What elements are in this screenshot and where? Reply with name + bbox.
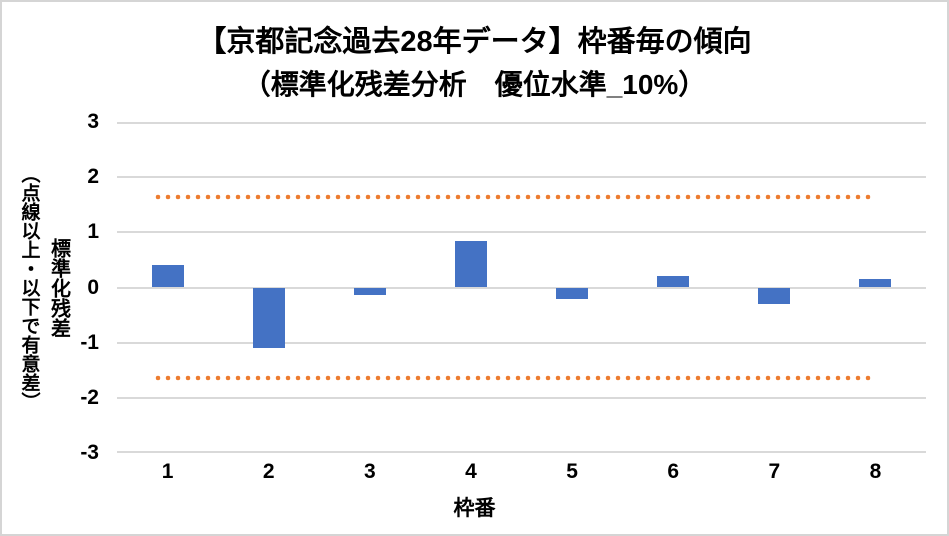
chart-subtitle: （標準化残差分析 優位水準_10%） [242, 69, 707, 100]
bar [758, 287, 791, 305]
gridline [117, 341, 926, 344]
y-axis-note: （点線以上・以下で有意差） [18, 164, 40, 411]
x-tick-label: 3 [363, 460, 376, 483]
x-tick-label: 6 [667, 460, 680, 483]
bar [859, 279, 892, 288]
x-tick-label: 8 [869, 460, 882, 483]
bar [556, 287, 589, 299]
y-tick-label: 3 [87, 110, 99, 133]
x-tick-label: 1 [161, 460, 174, 483]
x-axis-title: 枠番 [453, 497, 496, 520]
y-tick-label: 2 [87, 165, 99, 189]
y-tick-label: 0 [87, 275, 99, 299]
threshold-line [153, 374, 871, 381]
x-tick-label: 2 [262, 460, 275, 483]
gridline [117, 122, 926, 124]
bar [353, 287, 386, 295]
chart-title: 【京都記念過去28年データ】枠番毎の傾向 [197, 26, 752, 58]
y-tick-label: -3 [80, 441, 99, 464]
x-tick-label: 7 [768, 460, 781, 483]
y-tick-label: -2 [80, 385, 99, 409]
bar [252, 287, 285, 349]
x-tick-label: 4 [465, 460, 477, 483]
gridline [117, 396, 926, 399]
gridline [117, 176, 926, 179]
bar [151, 265, 184, 288]
y-axis-title: 標準化残差 [47, 237, 70, 338]
bar [657, 276, 690, 288]
gridline [117, 286, 926, 289]
bar [454, 240, 487, 288]
gridline [117, 231, 926, 234]
threshold-line [153, 194, 871, 201]
y-tick-label: 1 [87, 220, 99, 244]
plot-area [117, 122, 926, 453]
y-tick-label: -1 [80, 330, 99, 354]
gridline [117, 451, 926, 453]
x-tick-label: 5 [566, 460, 578, 483]
